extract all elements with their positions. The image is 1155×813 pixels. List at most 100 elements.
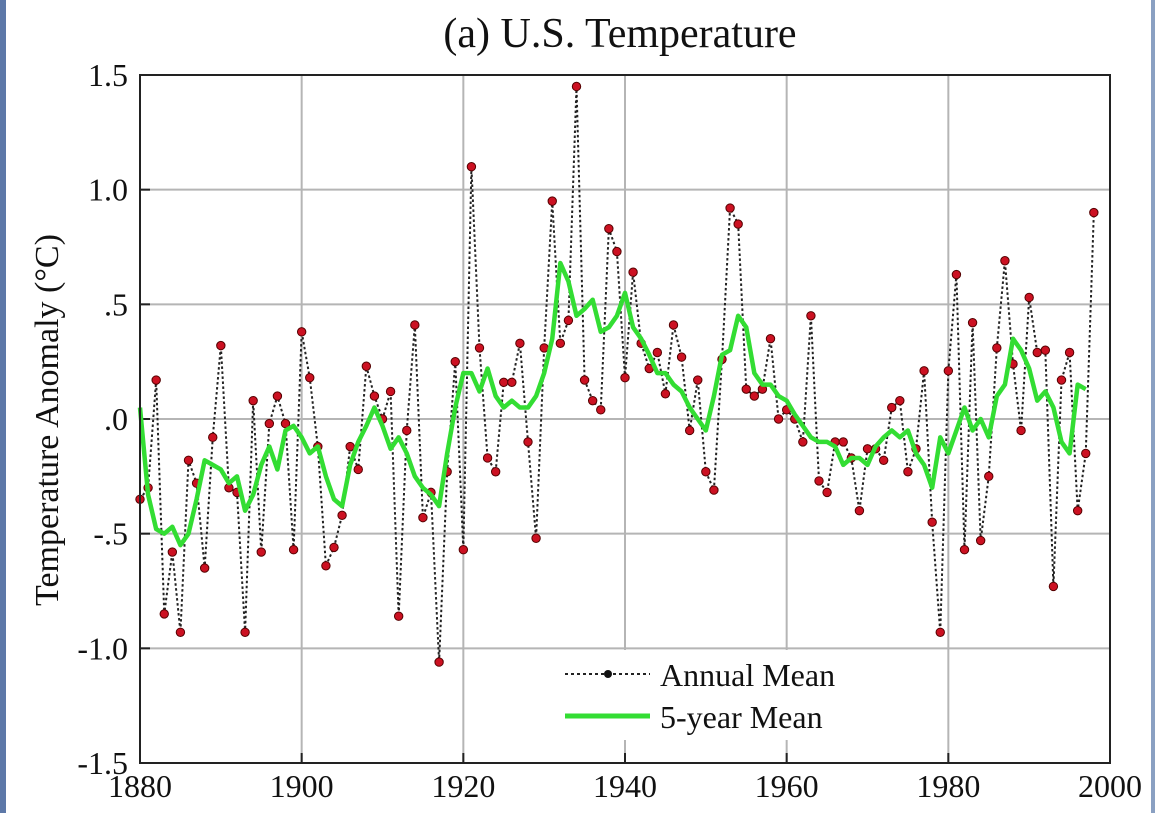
annual-mean-point [329, 542, 339, 553]
annual-mean-point [1089, 207, 1099, 218]
annual-mean-point [975, 535, 986, 546]
annual-mean-point [466, 162, 477, 172]
annual-mean-point [345, 441, 355, 452]
annual-mean-point [264, 418, 275, 429]
annual-mean-point [967, 317, 978, 328]
annual-mean-point [676, 352, 687, 362]
annual-mean-point [547, 196, 557, 206]
annual-mean-point [798, 437, 808, 447]
legend-five-year-label: 5-year Mean [660, 699, 823, 735]
five-year-mean-series [137, 260, 1087, 548]
annual-mean-point [1056, 375, 1067, 385]
annual-mean-point [878, 455, 889, 465]
annual-mean-point [765, 334, 776, 344]
annual-mean-point [806, 311, 816, 321]
annual-mean-point [838, 437, 848, 447]
annual-mean-point [410, 320, 420, 330]
annual-mean-point [927, 517, 937, 527]
legend-annual-marker [604, 670, 612, 678]
annual-mean-point [887, 402, 897, 413]
annual-mean-point [523, 437, 533, 447]
annual-mean-point [450, 356, 460, 367]
y-tick-label: -1.5 [77, 745, 128, 781]
annual-mean-point [393, 611, 404, 621]
x-tick-label: 1980 [916, 768, 980, 804]
x-tick-label: 1880 [108, 768, 172, 804]
annual-mean-point [369, 391, 380, 401]
axis-ticks: 1880 1900 1920 1940 1960 1980 2000 1.5 1.0 .5 .0 -.… [77, 57, 1142, 804]
annual-mean-point [1064, 347, 1075, 358]
annual-mean-point [248, 395, 258, 406]
annual-mean-point [1024, 292, 1034, 303]
annual-mean-point [579, 375, 590, 385]
annual-mean-point [943, 366, 954, 376]
annual-mean-point [749, 391, 760, 401]
annual-mean-point [822, 487, 832, 498]
annual-mean-point [280, 418, 291, 429]
annual-mean-point [903, 467, 913, 477]
y-tick-label: -1.0 [77, 630, 128, 666]
annual-mean-point [418, 512, 428, 523]
annual-mean-point [434, 657, 444, 667]
annual-mean-point [984, 471, 994, 482]
annual-mean-point [741, 384, 751, 394]
annual-mean-point [305, 373, 315, 383]
annual-mean-point [1040, 345, 1051, 355]
annual-mean-point [571, 81, 582, 92]
annual-mean-point [620, 373, 630, 383]
annual-mean-point [919, 366, 929, 376]
grid-lines [140, 75, 1110, 763]
annual-mean-point [563, 315, 574, 326]
x-tick-label: 1900 [270, 768, 334, 804]
annual-mean-point [288, 545, 299, 555]
annual-mean-point [1000, 256, 1010, 266]
x-tick-label: 1940 [593, 768, 657, 804]
annual-mean-point [709, 485, 719, 495]
annual-mean-point [652, 347, 663, 358]
annual-mean-point [1072, 506, 1083, 516]
annual-mean-point [992, 343, 1002, 353]
annual-mean-point [402, 425, 412, 436]
annual-mean-point [151, 375, 161, 385]
annual-mean-point [507, 377, 517, 388]
annual-mean-point [199, 563, 210, 573]
annual-mean-point [555, 338, 566, 349]
annual-mean-point [1032, 347, 1042, 358]
annual-mean-point [668, 320, 679, 330]
annual-mean-point [482, 453, 493, 463]
annual-mean-point [208, 432, 218, 443]
annual-mean-point [733, 219, 743, 229]
annual-mean-point [596, 405, 606, 415]
annual-mean-point [693, 375, 703, 385]
annual-mean-point [361, 361, 372, 371]
y-axis-label: Temperature Anomaly (°C) [29, 234, 66, 606]
x-tick-label: 1960 [755, 768, 819, 804]
annual-mean-point [337, 510, 347, 521]
annual-mean-point [612, 246, 622, 257]
annual-mean-point [458, 545, 469, 555]
annual-mean-point [951, 269, 962, 280]
x-tick-label: 1920 [431, 768, 495, 804]
y-tick-label: -.5 [93, 516, 128, 552]
annual-mean-point [862, 444, 873, 454]
five-year-mean-line [137, 260, 1087, 548]
annual-mean-point [959, 545, 970, 555]
annual-mean-point [1016, 425, 1026, 436]
annual-mean-point [159, 609, 169, 619]
annual-mean-point [587, 395, 598, 406]
annual-mean-point [240, 627, 250, 637]
annual-mean-point [216, 340, 226, 351]
y-tick-label: 1.5 [88, 57, 128, 93]
annual-mean-point [321, 561, 331, 571]
annual-mean-point [183, 455, 194, 465]
annual-mean-point [167, 547, 178, 557]
annual-mean-point [895, 395, 905, 406]
annual-mean-point [814, 476, 824, 486]
annual-mean-point [256, 547, 266, 557]
annual-mean-point [353, 464, 363, 475]
legend-box [555, 650, 895, 740]
annual-mean-point [628, 267, 638, 277]
annual-mean-point [296, 327, 307, 337]
legend-annual-label: Annual Mean [660, 657, 835, 693]
